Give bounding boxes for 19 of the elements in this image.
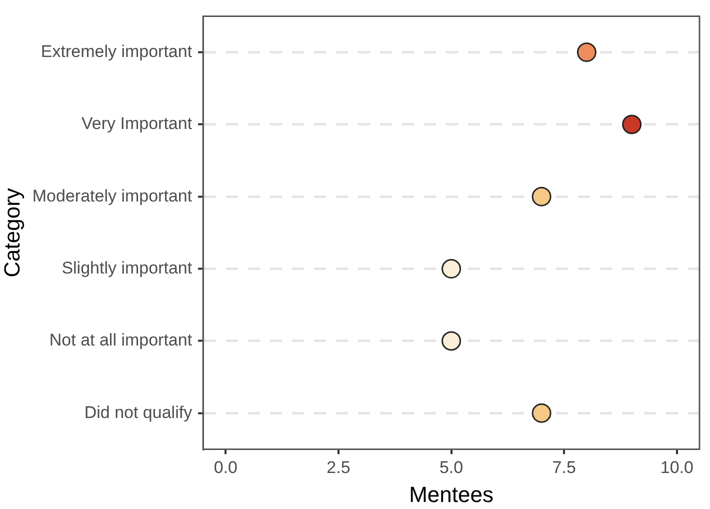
y-tick-label: Slightly important bbox=[62, 258, 192, 278]
y-tick-label: Very Important bbox=[82, 114, 192, 134]
x-tick-label: 5.0 bbox=[439, 458, 464, 478]
x-tick-label: 10.0 bbox=[660, 458, 694, 478]
y-tick-label: Not at all important bbox=[49, 330, 192, 350]
point bbox=[532, 403, 552, 423]
point bbox=[442, 259, 462, 279]
y-tick-label: Did not qualify bbox=[84, 402, 193, 422]
point bbox=[576, 42, 596, 62]
point bbox=[622, 114, 642, 134]
x-axis-title: Mentees bbox=[409, 482, 494, 507]
y-tick-label: Extremely important bbox=[40, 42, 192, 61]
x-tick-label: 2.5 bbox=[326, 458, 350, 478]
y-axis-title: Category bbox=[0, 188, 24, 278]
point bbox=[442, 331, 462, 351]
point bbox=[532, 186, 552, 206]
x-tick-label: 7.5 bbox=[552, 458, 576, 478]
x-tick-label: 0.0 bbox=[214, 458, 238, 478]
y-tick-label: Moderately important bbox=[32, 186, 192, 206]
